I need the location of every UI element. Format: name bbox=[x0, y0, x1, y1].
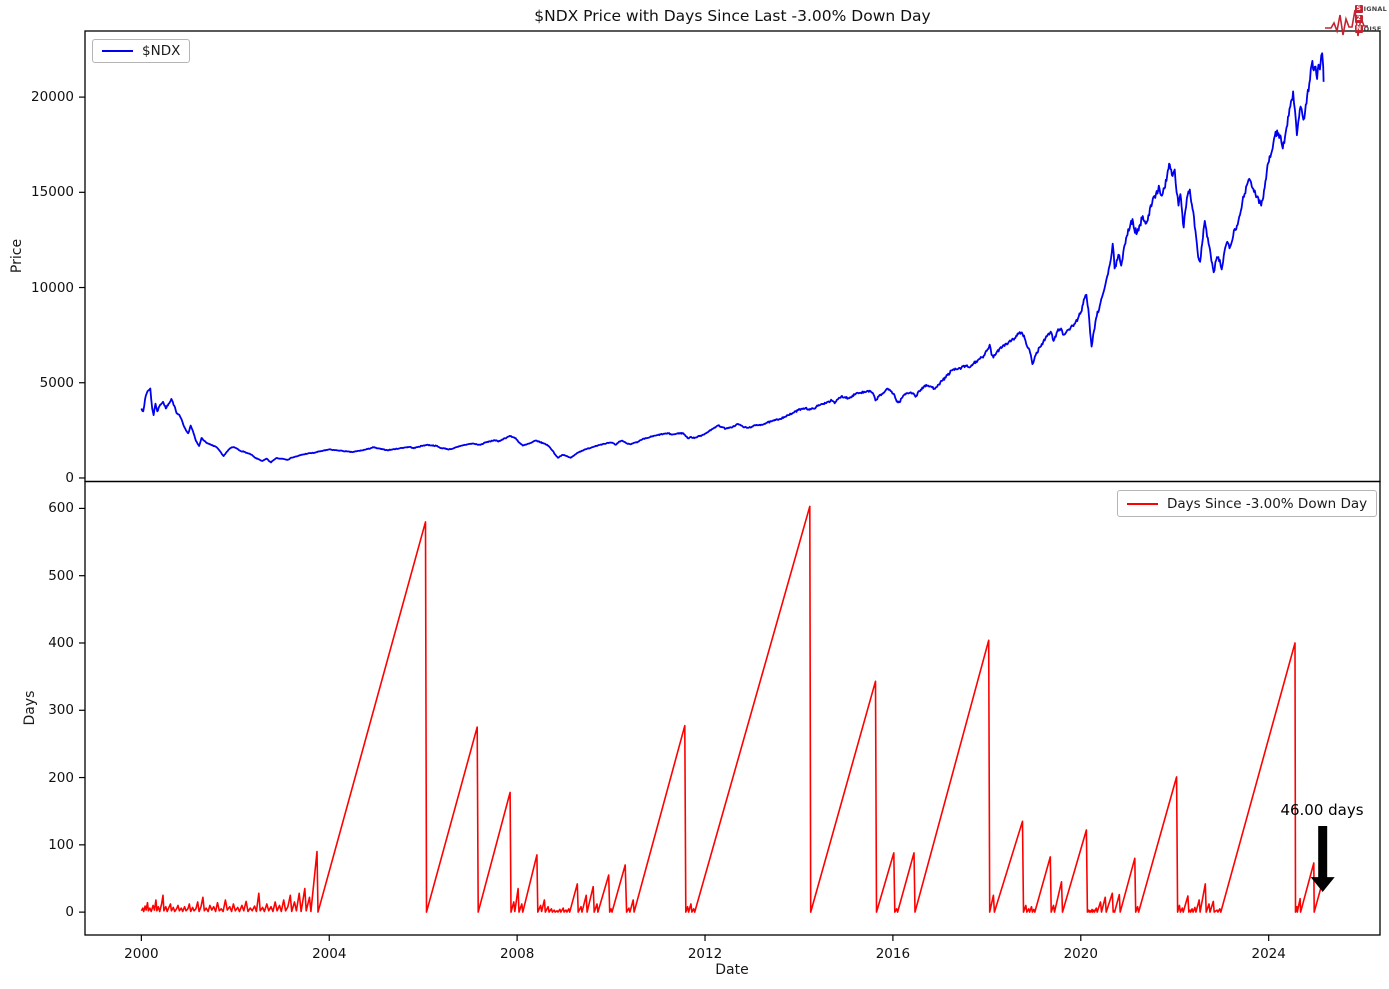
x-tick-label: 2020 bbox=[1063, 946, 1098, 962]
logo-rest-ignal: IGNAL bbox=[1363, 4, 1387, 13]
logo-letter-n: N bbox=[1354, 24, 1363, 33]
y-tick-label: 500 bbox=[48, 567, 74, 584]
y-tick-label: 400 bbox=[48, 634, 74, 651]
price-series-line bbox=[140, 52, 1325, 464]
x-tick-label: 2016 bbox=[875, 946, 911, 962]
y-tick-label: 20000 bbox=[31, 89, 74, 106]
logo-digit-2: 2 bbox=[1354, 14, 1363, 23]
y-tick-label: 15000 bbox=[31, 184, 74, 201]
logo-row-2: 2 bbox=[1354, 14, 1387, 23]
logo-text: S IGNAL 2 N OISE bbox=[1354, 4, 1387, 34]
days-line-sample bbox=[1127, 502, 1158, 505]
signal2noise-logo: S IGNAL 2 N OISE bbox=[1325, 0, 1389, 44]
y-tick-label: 100 bbox=[48, 836, 74, 853]
legend-days: Days Since -3.00% Down Day bbox=[1117, 490, 1378, 517]
legend-price: $NDX bbox=[92, 39, 191, 63]
y-tick-label: 600 bbox=[48, 500, 74, 517]
y-axis-label-price: Price bbox=[9, 238, 25, 274]
chart-title: $NDX Price with Days Since Last -3.00% D… bbox=[534, 7, 931, 25]
logo-row-noise: N OISE bbox=[1354, 24, 1387, 33]
y-tick-label: 200 bbox=[48, 769, 74, 786]
x-tick-label: 2000 bbox=[124, 946, 159, 962]
x-axis-label-date: Date bbox=[715, 962, 749, 978]
x-tick-label: 2024 bbox=[1251, 946, 1286, 962]
axes-spines-price bbox=[84, 30, 1381, 483]
price-line-sample bbox=[102, 50, 133, 52]
axes-spines-days bbox=[84, 480, 1381, 936]
y-tick-label: 5000 bbox=[39, 374, 74, 391]
days-series-line bbox=[140, 505, 1324, 913]
y-tick-label: 0 bbox=[65, 904, 74, 921]
logo-letter-s: S bbox=[1354, 4, 1363, 13]
logo-rest-oise: OISE bbox=[1363, 24, 1382, 33]
annotation-days-count: 46.00 days bbox=[1280, 801, 1364, 819]
y-tick-label: 10000 bbox=[31, 279, 74, 296]
y-tick-label: 0 bbox=[65, 469, 74, 486]
y-tick-label: 300 bbox=[48, 702, 74, 719]
legend-price-label: $NDX bbox=[142, 43, 181, 59]
annotation-arrow-down-icon bbox=[1310, 825, 1335, 892]
legend-days-label: Days Since -3.00% Down Day bbox=[1167, 495, 1368, 512]
x-tick-label: 2004 bbox=[312, 946, 347, 962]
logo-row-signal: S IGNAL bbox=[1354, 4, 1387, 13]
x-tick-label: 2012 bbox=[687, 946, 723, 962]
x-tick-label: 2008 bbox=[499, 946, 535, 962]
